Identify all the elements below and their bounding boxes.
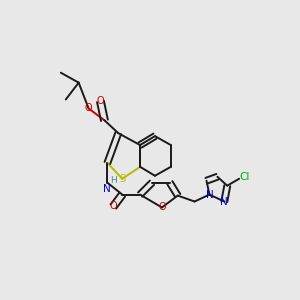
Text: H: H [110,176,117,185]
Text: N: N [206,190,213,200]
Text: O: O [97,97,104,106]
Text: N: N [103,184,110,194]
Text: Cl: Cl [239,172,249,182]
Text: S: S [119,174,125,184]
Text: N: N [220,196,228,206]
Text: O: O [110,202,117,212]
Text: O: O [85,103,92,113]
Text: O: O [158,202,166,212]
